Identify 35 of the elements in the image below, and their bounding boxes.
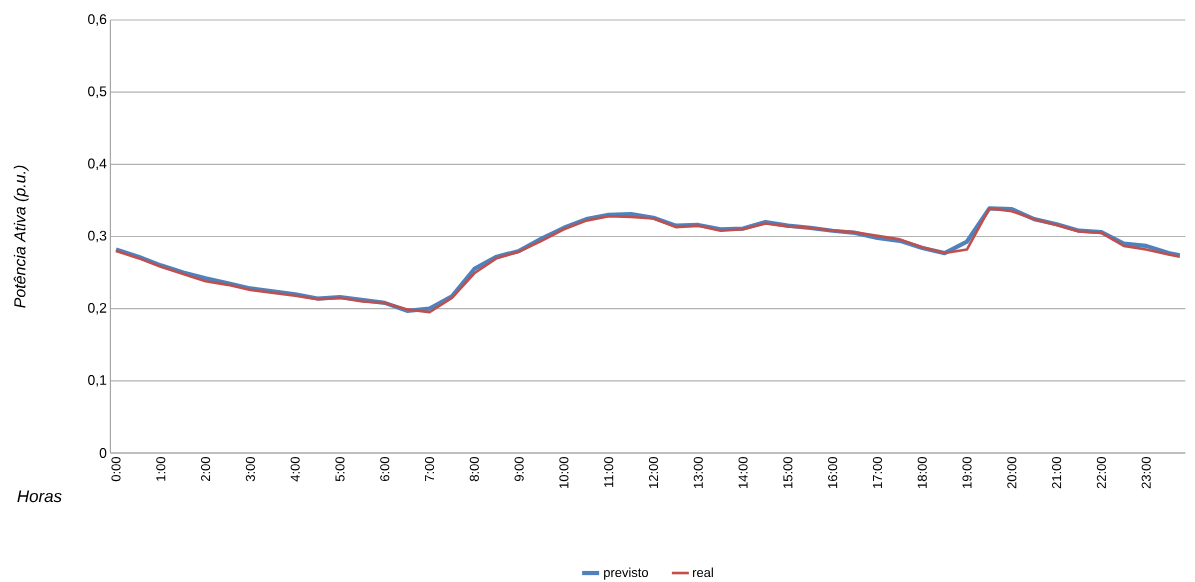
y-tick-label: 0,1 (88, 374, 107, 387)
y-tick-label: 0,5 (88, 86, 107, 98)
x-axis-title: Horas (17, 490, 62, 502)
x-tick-label: 2:00 (201, 456, 211, 481)
y-tick-label: 0,6 (88, 14, 107, 26)
x-tick-label: 21:00 (1052, 456, 1062, 489)
x-tick-label: 3:00 (245, 456, 255, 481)
y-tick-label: 0,4 (88, 158, 107, 170)
x-tick-label: 12:00 (648, 456, 659, 488)
x-tick-label: 6:00 (380, 456, 390, 481)
x-tick-label: 22:00 (1096, 456, 1106, 489)
x-tick-label: 10:00 (559, 456, 569, 488)
x-tick-label: 9:00 (514, 456, 524, 481)
y-tick-label: 0 (99, 447, 107, 458)
x-tick-label: 15:00 (783, 456, 793, 488)
x-tick-label: 11:00 (604, 456, 614, 487)
x-tick-label: 17:00 (872, 456, 883, 488)
x-tick-label: 4:00 (290, 456, 300, 482)
x-tick-label: 20:00 (1007, 456, 1017, 489)
x-tick-label: 23:00 (1141, 456, 1151, 489)
x-tick-label: 8:00 (469, 456, 479, 481)
x-tick-label: 7:00 (424, 456, 435, 481)
legend-label: previsto (604, 567, 649, 580)
y-tick-label: 0,2 (88, 302, 107, 315)
x-tick-label: 1:00 (156, 456, 166, 481)
x-tick-label: 5:00 (335, 456, 345, 481)
x-tick-label: 18:00 (917, 456, 927, 488)
x-tick-label: 16:00 (828, 456, 838, 488)
legend-label: real (693, 567, 713, 577)
y-axis-title: Potência Ativa (p.u.) (13, 165, 29, 308)
y-tick-label: 0,3 (88, 230, 107, 243)
x-tick-label: 14:00 (738, 456, 748, 488)
x-tick-label: 0:00 (111, 456, 121, 481)
x-tick-label: 19:00 (962, 456, 972, 488)
x-tick-label: 13:00 (693, 456, 703, 488)
